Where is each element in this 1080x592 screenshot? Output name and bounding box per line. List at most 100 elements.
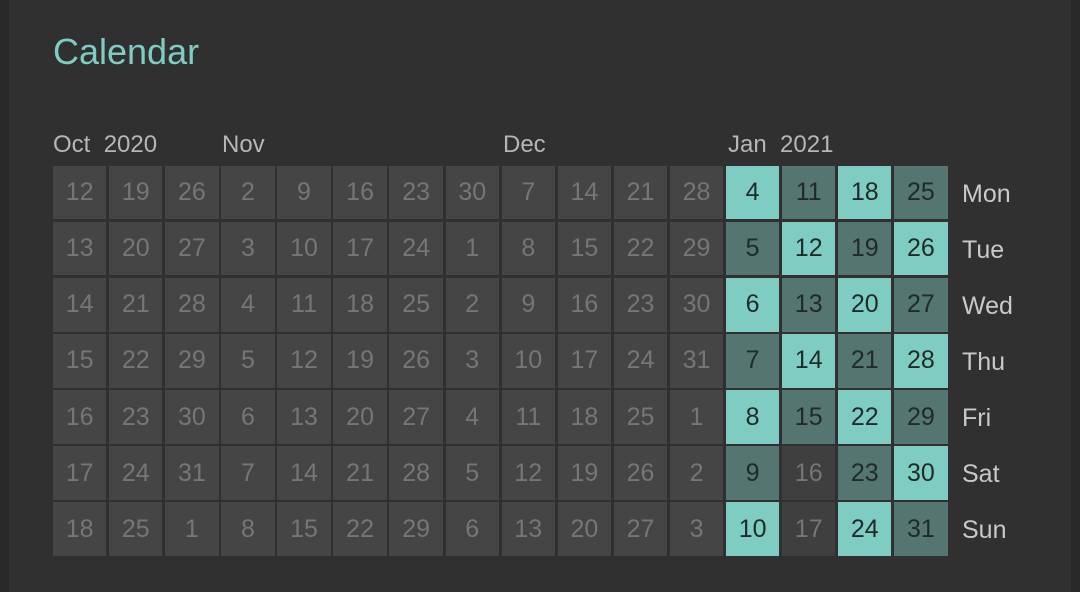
day-cell[interactable]: 5 [725,222,780,276]
day-cell[interactable]: 22 [838,390,892,444]
day-cell[interactable]: 5 [445,446,499,500]
day-cell[interactable]: 17 [782,502,836,556]
day-cell[interactable]: 26 [613,446,668,500]
day-cell[interactable]: 19 [838,222,892,276]
day-cell[interactable]: 27 [165,222,219,276]
day-cell[interactable]: 19 [109,166,163,220]
day-cell[interactable]: 21 [109,278,163,332]
day-cell[interactable]: 7 [501,166,556,220]
day-cell[interactable]: 24 [838,502,892,556]
day-cell[interactable]: 31 [165,446,219,500]
day-cell[interactable]: 28 [165,278,219,332]
day-cell[interactable]: 1 [445,222,499,276]
day-cell[interactable]: 24 [389,222,443,276]
day-cell[interactable]: 26 [165,166,219,220]
day-cell[interactable]: 14 [53,278,107,332]
day-cell[interactable]: 6 [725,278,780,332]
day-cell[interactable]: 4 [725,166,780,220]
day-cell[interactable]: 13 [53,222,107,276]
day-cell[interactable]: 28 [669,166,724,220]
day-cell[interactable]: 30 [669,278,724,332]
day-cell[interactable]: 8 [501,222,556,276]
day-cell[interactable]: 1 [669,390,724,444]
day-cell[interactable]: 2 [445,278,499,332]
day-cell[interactable]: 21 [838,334,892,388]
day-cell[interactable]: 13 [501,502,556,556]
day-cell[interactable]: 29 [389,502,443,556]
day-cell[interactable]: 2 [669,446,724,500]
day-cell[interactable]: 3 [445,334,499,388]
day-cell[interactable]: 29 [669,222,724,276]
day-cell[interactable]: 29 [165,334,219,388]
day-cell[interactable]: 10 [501,334,556,388]
day-cell[interactable]: 12 [53,166,107,220]
day-cell[interactable]: 10 [277,222,331,276]
day-cell[interactable]: 18 [333,278,387,332]
day-cell[interactable]: 23 [838,446,892,500]
day-cell[interactable]: 15 [557,222,612,276]
day-cell[interactable]: 12 [782,222,836,276]
day-cell[interactable]: 3 [669,502,724,556]
day-cell[interactable]: 9 [277,166,331,220]
day-cell[interactable]: 16 [782,446,836,500]
day-cell[interactable]: 29 [894,390,948,444]
day-cell[interactable]: 9 [501,278,556,332]
day-cell[interactable]: 16 [557,278,612,332]
day-cell[interactable]: 19 [557,446,612,500]
day-cell[interactable]: 28 [894,334,948,388]
day-cell[interactable]: 30 [165,390,219,444]
day-cell[interactable]: 22 [613,222,668,276]
day-cell[interactable]: 4 [221,278,275,332]
day-cell[interactable]: 13 [782,278,836,332]
day-cell[interactable]: 17 [557,334,612,388]
day-cell[interactable]: 18 [557,390,612,444]
day-cell[interactable]: 28 [389,446,443,500]
day-cell[interactable]: 15 [277,502,331,556]
day-cell[interactable]: 20 [333,390,387,444]
day-cell[interactable]: 19 [333,334,387,388]
day-cell[interactable]: 30 [445,166,499,220]
day-cell[interactable]: 15 [782,390,836,444]
day-cell[interactable]: 20 [557,502,612,556]
day-cell[interactable]: 22 [333,502,387,556]
day-cell[interactable]: 4 [445,390,499,444]
day-cell[interactable]: 10 [725,502,780,556]
day-cell[interactable]: 2 [221,166,275,220]
day-cell[interactable]: 26 [894,222,948,276]
day-cell[interactable]: 14 [557,166,612,220]
day-cell[interactable]: 30 [894,446,948,500]
day-cell[interactable]: 1 [165,502,219,556]
day-cell[interactable]: 15 [53,334,107,388]
day-cell[interactable]: 25 [109,502,163,556]
day-cell[interactable]: 24 [613,334,668,388]
day-cell[interactable]: 26 [389,334,443,388]
day-cell[interactable]: 13 [277,390,331,444]
day-cell[interactable]: 31 [894,502,948,556]
day-cell[interactable]: 25 [613,390,668,444]
day-cell[interactable]: 8 [725,390,780,444]
day-cell[interactable]: 18 [838,166,892,220]
day-cell[interactable]: 7 [221,446,275,500]
day-cell[interactable]: 14 [782,334,836,388]
day-cell[interactable]: 20 [109,222,163,276]
day-cell[interactable]: 31 [669,334,724,388]
day-cell[interactable]: 25 [389,278,443,332]
day-cell[interactable]: 27 [894,278,948,332]
day-cell[interactable]: 22 [109,334,163,388]
day-cell[interactable]: 16 [333,166,387,220]
day-cell[interactable]: 23 [613,278,668,332]
day-cell[interactable]: 12 [277,334,331,388]
day-cell[interactable]: 20 [838,278,892,332]
day-cell[interactable]: 12 [501,446,556,500]
day-cell[interactable]: 17 [333,222,387,276]
day-cell[interactable]: 21 [333,446,387,500]
day-cell[interactable]: 14 [277,446,331,500]
day-cell[interactable]: 24 [109,446,163,500]
day-cell[interactable]: 16 [53,390,107,444]
day-cell[interactable]: 18 [53,502,107,556]
day-cell[interactable]: 7 [725,334,780,388]
day-cell[interactable]: 8 [221,502,275,556]
day-cell[interactable]: 11 [277,278,331,332]
day-cell[interactable]: 3 [221,222,275,276]
day-cell[interactable]: 25 [894,166,948,220]
